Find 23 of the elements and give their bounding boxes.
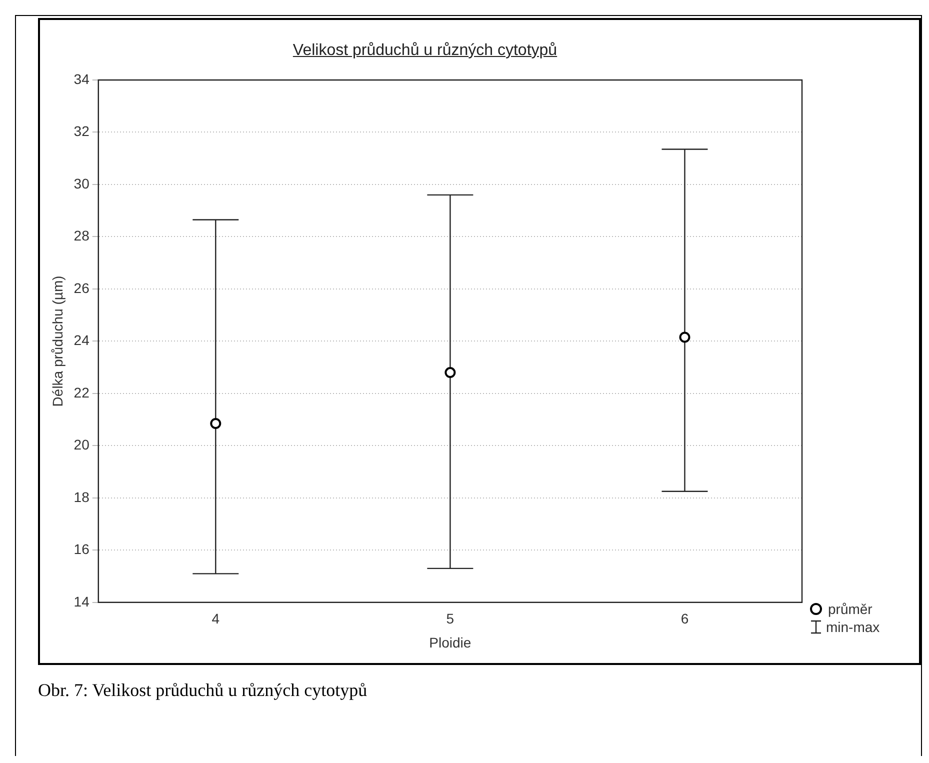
y-tick-label: 18 [74, 488, 90, 505]
x-tick-label: 5 [446, 610, 454, 627]
y-tick-label: 14 [74, 593, 90, 610]
legend-label: průměr [828, 600, 872, 618]
x-axis-title: Ploidie [429, 634, 472, 650]
y-tick-label: 22 [74, 384, 90, 400]
point [444, 367, 456, 378]
y-tick-label: 30 [74, 175, 90, 192]
x-tick-label: 6 [680, 610, 689, 627]
chart-title: Velikost průduchů u různých cytotypů [292, 42, 558, 60]
point [679, 332, 690, 343]
y-tick-label: 28 [74, 228, 90, 244]
y-tick-label: 32 [74, 123, 90, 140]
y-axis-title: Délka průduchu (µm) [49, 276, 66, 407]
y-tick-label: 34 [74, 70, 90, 87]
text: Obr. 7: Velikost průduchů u různých cytotypů [38, 680, 368, 701]
y-tick-label: 16 [74, 541, 90, 558]
point [210, 418, 222, 429]
y-tick-label: 26 [74, 280, 90, 296]
y-tick-label: 24 [74, 332, 90, 348]
text: min-max [826, 618, 880, 636]
y-tick-label: 20 [74, 436, 90, 453]
x-tick-label: 4 [212, 610, 220, 627]
